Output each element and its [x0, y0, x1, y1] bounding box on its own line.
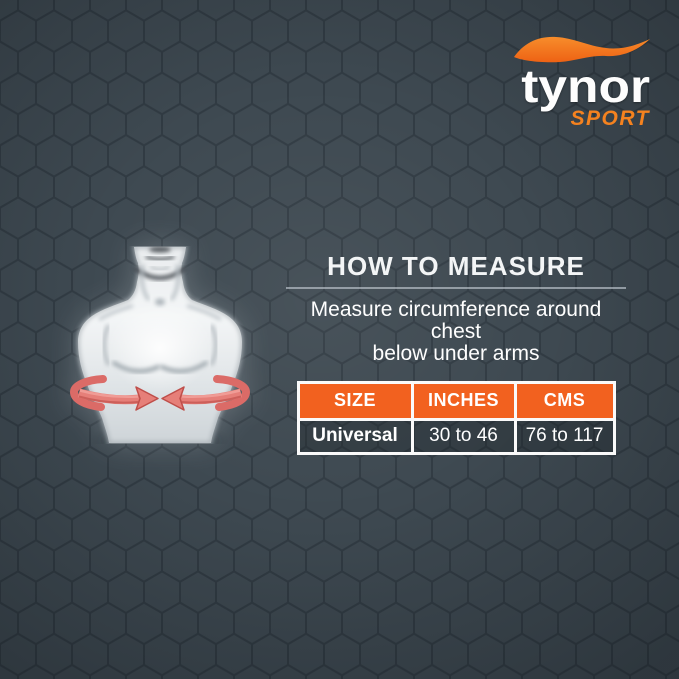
size-value: Universal — [296, 418, 414, 455]
brand-name: tynor — [521, 60, 650, 112]
table-header-row: SIZE INCHES CMS — [296, 381, 616, 421]
table-row: Universal 30 to 46 76 to 117 — [296, 418, 616, 455]
instruction-line-1: Measure circumference around chest — [310, 298, 602, 343]
measuring-band — [70, 375, 250, 411]
arrow-right-icon — [135, 386, 159, 411]
brand-tagline: SPORT — [570, 107, 650, 130]
torso-figure — [70, 246, 250, 444]
size-column-header: SIZE — [296, 381, 414, 421]
muscle-shading — [98, 264, 222, 440]
instruction-line-2: below under arms — [372, 342, 540, 365]
face-features — [134, 246, 186, 280]
instruction-text: Measure circumference around chest below… — [286, 299, 626, 365]
section-title: HOW TO MEASURE — [327, 251, 585, 281]
cms-value: 76 to 117 — [513, 418, 616, 455]
arrow-left-icon — [161, 386, 185, 411]
inches-value: 30 to 46 — [410, 418, 517, 455]
swoosh-icon — [514, 36, 650, 63]
title-underline — [286, 287, 626, 289]
size-chart-table: SIZE INCHES CMS Universal 30 to 46 76 to… — [296, 381, 616, 455]
cms-column-header: CMS — [513, 381, 616, 421]
brand-logo: tynor SPORT — [508, 30, 650, 130]
how-to-measure-section: HOW TO MEASURE Measure circumference aro… — [286, 252, 626, 455]
inches-column-header: INCHES — [410, 381, 517, 421]
